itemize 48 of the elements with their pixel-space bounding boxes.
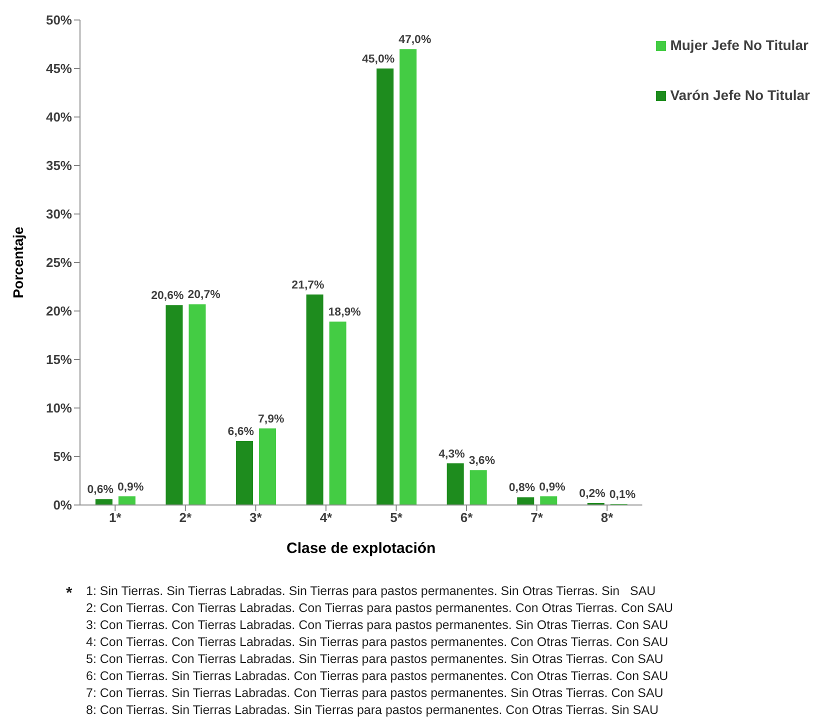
data-label: 45,0% [362,54,395,66]
x-tick-label: 4* [320,510,334,526]
y-tick-label: 20% [46,304,72,319]
data-label: 4,3% [438,448,465,460]
legend-label: Varón Jefe No Titular [670,87,810,103]
data-label: 0,1% [609,489,636,502]
data-label: 0,2% [579,488,606,500]
y-axis-title: Porcentaje [10,226,26,298]
y-tick-label: 45% [46,61,72,76]
y-tick-label: 30% [46,206,72,222]
y-tick-label: 50% [46,12,72,28]
y-tick-label: 0% [53,498,72,513]
text: * [66,585,72,602]
x-axis-title: Clase de explotación [286,540,436,557]
x-tick-label: 3* [250,510,263,526]
text: 4: Con Tierras. Con Tierras Labradas. Sin Tierras para pastos permanentes. Con Otras Tierras. Con SAU [86,634,670,651]
text: 2: Con Tierras. Con Tierras Labradas. Con Tierras para pastos permanentes. Con Otras Tierras. Con SAU [86,600,674,617]
data-label: 3,6% [468,455,496,468]
data-label: 6,6% [228,426,254,438]
y-tick-label: 40% [46,110,72,125]
x-tick-label: 1* [108,510,122,526]
text: 6: Con Tierras. Sin Tierras Labradas. Con Tierras para pastos permanentes. Con Otras Tierras. Con SAU [86,668,670,685]
data-label: 0,6% [87,484,114,496]
text: 1: Sin Tierras. Sin Tierras Labradas. Sin Tierras para pastos permanentes. Sin Otras Tierras. Sin SAU [86,583,657,600]
text: 8: Con Tierras. Sin Tierras Labradas. Sin Tierras para pastos permanentes. Con Otras Tierras. Sin SAU [86,702,660,719]
data-label: 20,7% [188,289,220,302]
legend-label: Mujer Jefe No Titular [670,37,808,53]
data-label: 0,8% [508,482,536,494]
y-tick-label: 10% [46,400,72,416]
data-label: 0,9% [539,481,566,494]
data-label: 20,6% [151,290,184,302]
data-label: 0,9% [117,481,144,494]
text: 3: Con Tierras. Con Tierras Labradas. Con Tierras para pastos permanentes. Sin Otras Tierras. Con SAU [86,617,670,634]
x-tick-label: 5* [390,510,404,526]
text: 5: Con Tierras. Con Tierras Labradas. Sin Tierras para pastos permanentes. Sin Otras Tierras. Con SAU [86,651,664,668]
x-tick-label: 2* [179,510,192,526]
data-label: 18,9% [328,306,361,319]
y-tick-label: 35% [46,158,72,174]
data-label: 47,0% [398,34,432,46]
x-tick-label: 6* [460,510,474,526]
text: 7: Con Tierras. Sin Tierras Labradas. Con Tierras para pastos permanentes. Sin Otras Tierras. Con SAU [86,685,664,702]
y-tick-label: 15% [46,352,72,368]
y-tick-label: 25% [46,255,72,270]
data-label: 21,7% [292,280,324,292]
y-tick-label: 5% [53,449,72,464]
x-tick-label: 7* [530,510,544,526]
data-label: 7,9% [258,413,284,426]
x-tick-label: 8* [600,510,614,526]
